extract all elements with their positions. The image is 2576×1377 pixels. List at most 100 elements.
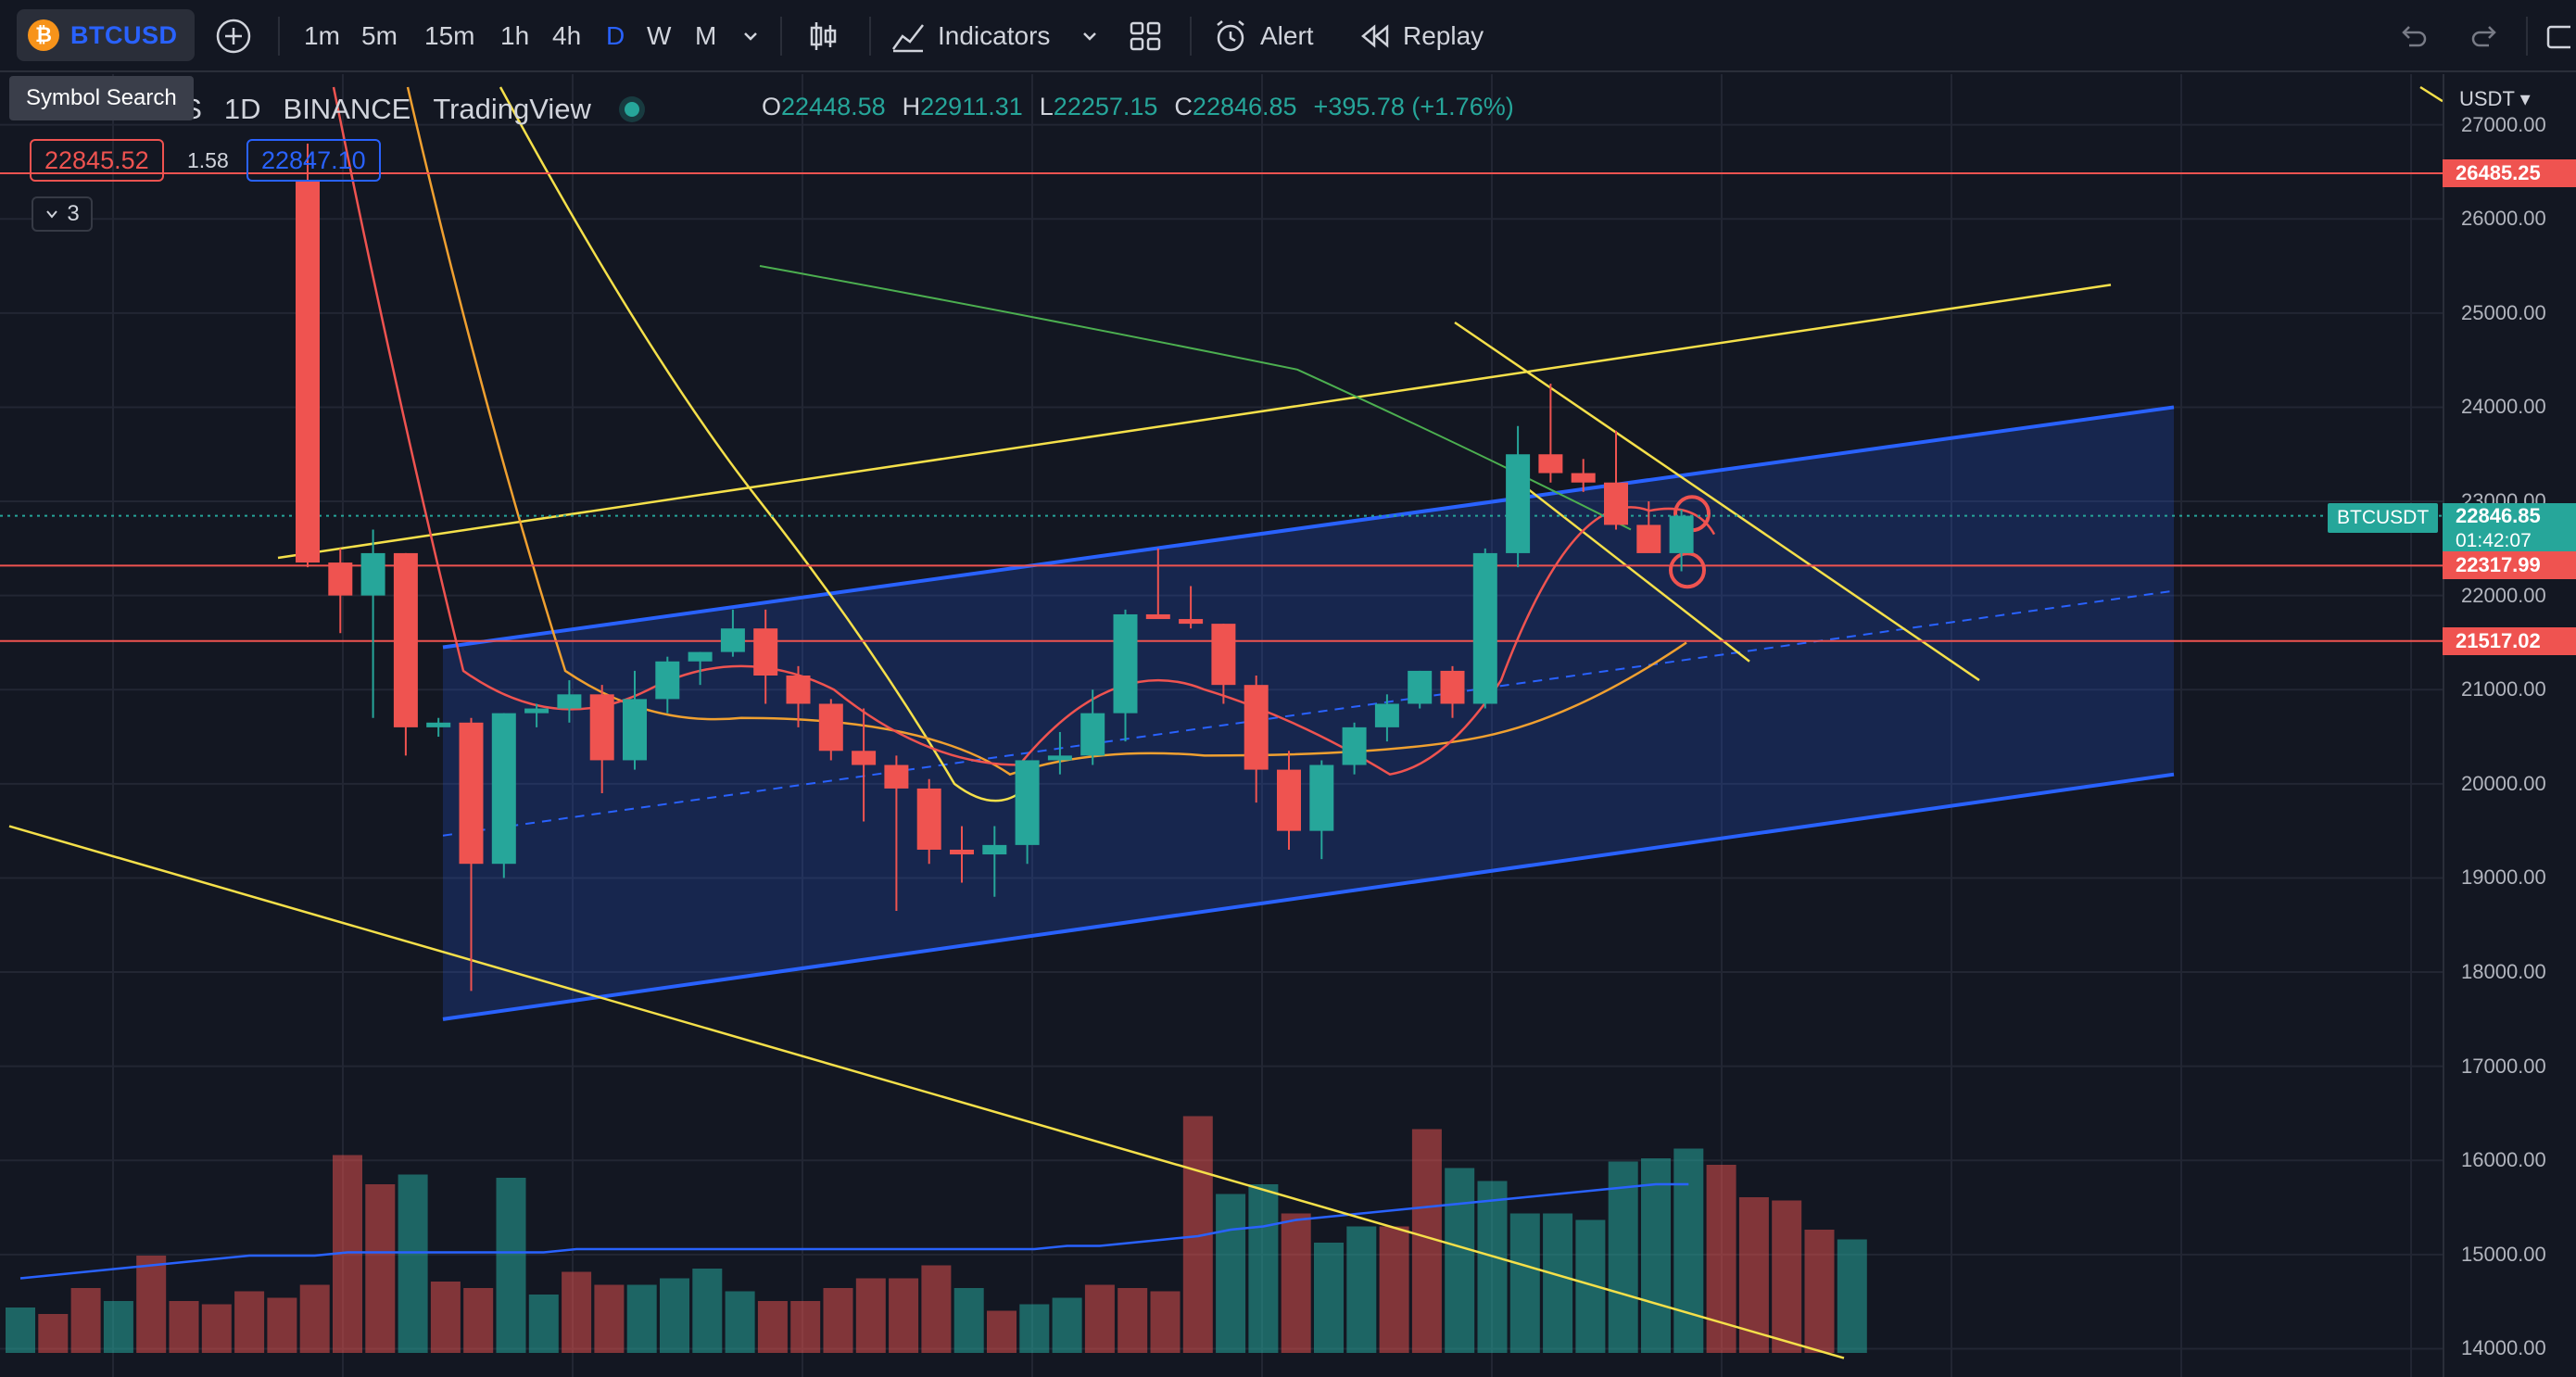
volume-bar xyxy=(528,1295,559,1353)
candle-body xyxy=(720,628,745,652)
chart-pane[interactable] xyxy=(0,74,2443,1377)
price-tick-label: 15000.00 xyxy=(2461,1242,2546,1266)
volume-bar xyxy=(1509,1213,1540,1353)
buy-price-button[interactable]: 22847.10 xyxy=(246,139,381,182)
volume-bar xyxy=(201,1304,232,1353)
interval-5m[interactable]: 5m xyxy=(361,21,398,50)
volume-bar xyxy=(757,1301,788,1353)
candle-body xyxy=(1440,670,1465,704)
interval-1h[interactable]: 1h xyxy=(500,21,530,50)
interval-1m[interactable]: 1m xyxy=(304,21,340,50)
undo-icon xyxy=(2396,19,2430,53)
trendline xyxy=(8,825,1845,1359)
volume-bar xyxy=(987,1310,1017,1353)
alert-button[interactable]: Alert xyxy=(1212,0,1314,72)
volume-bar xyxy=(1673,1148,1704,1353)
candle-body xyxy=(1244,685,1269,770)
price-tick-label: 14000.00 xyxy=(2461,1336,2546,1360)
candle-body xyxy=(491,713,516,865)
bar-countdown: 01:42:07 xyxy=(2456,529,2532,551)
volume-bar xyxy=(1314,1243,1344,1353)
volume-bar xyxy=(234,1291,265,1353)
undo-button[interactable] xyxy=(2396,0,2430,72)
indicators-chart-icon xyxy=(890,18,927,55)
chevron-down-icon xyxy=(739,25,762,47)
candle-body xyxy=(1669,515,1694,553)
compare-symbol-button[interactable] xyxy=(215,0,252,72)
layouts-button[interactable] xyxy=(1127,0,1164,72)
interval-m[interactable]: M xyxy=(695,21,717,50)
price-tick-label: 25000.00 xyxy=(2461,300,2546,324)
volume-bar xyxy=(1084,1284,1115,1353)
volume-bar xyxy=(1543,1213,1573,1353)
spread-value: 1.58 xyxy=(187,148,229,172)
candle-body xyxy=(1145,613,1170,620)
candle-body xyxy=(393,552,418,727)
candle-body xyxy=(589,694,614,761)
volume-bar xyxy=(889,1278,919,1353)
symbol-search-tooltip: Symbol Search xyxy=(9,76,194,120)
price-line-badge[interactable]: 21517.02 xyxy=(2443,626,2576,655)
candle-body xyxy=(1408,670,1433,704)
price-tick-label: 16000.00 xyxy=(2461,1148,2546,1172)
candle-body xyxy=(557,694,582,709)
candle-body xyxy=(1015,760,1040,845)
legend-interval: 1D xyxy=(223,93,261,125)
volume-bar xyxy=(725,1291,755,1353)
volume-bar xyxy=(953,1288,984,1353)
candle-body xyxy=(786,676,811,704)
volume-bar xyxy=(626,1284,657,1353)
interval-15m[interactable]: 15m xyxy=(424,21,475,50)
candle-body xyxy=(328,562,353,596)
volume-bar xyxy=(594,1284,625,1353)
volume-bar xyxy=(496,1178,526,1353)
indicators-button[interactable]: Indicators xyxy=(890,0,1050,72)
interval-w[interactable]: W xyxy=(647,21,672,50)
candle-body xyxy=(916,788,941,850)
indicators-label: Indicators xyxy=(938,21,1051,50)
candle-body xyxy=(982,844,1007,855)
interval-4h[interactable]: 4h xyxy=(552,21,582,50)
current-price: 22846.85 xyxy=(2456,503,2541,527)
grid-layout-icon xyxy=(1127,18,1164,55)
replay-button[interactable]: Replay xyxy=(1358,0,1484,72)
moving-average-line xyxy=(499,86,1020,802)
candle-body xyxy=(1538,454,1563,474)
circle-marker xyxy=(1669,551,1706,589)
indicators-collapse-button[interactable]: 3 xyxy=(32,196,93,232)
volume-bar xyxy=(823,1288,853,1353)
sell-price-button[interactable]: 22845.52 xyxy=(30,139,164,182)
price-tick-label: 20000.00 xyxy=(2461,771,2546,795)
price-chart[interactable] xyxy=(0,74,2443,1377)
redo-button[interactable] xyxy=(2469,0,2502,72)
symbol-search-button[interactable]: ₿ BTCUSD xyxy=(17,9,195,61)
candle-body xyxy=(1472,552,1497,704)
legend-source: TradingView xyxy=(433,93,591,125)
candle-body xyxy=(426,722,451,727)
volume-bar xyxy=(790,1301,821,1353)
fullscreen-button[interactable] xyxy=(2543,0,2570,72)
volume-bar xyxy=(1445,1168,1475,1353)
interval-dropdown-button[interactable] xyxy=(739,0,762,72)
chart-legend: nerUS 1D BINANCE TradingView xyxy=(120,89,639,130)
moving-average-line xyxy=(406,86,1687,777)
market-status-icon[interactable] xyxy=(624,102,639,117)
toolbar-divider xyxy=(2526,17,2528,56)
channel-median-line xyxy=(442,589,2175,837)
alarm-clock-icon xyxy=(1212,18,1249,55)
candle-body xyxy=(1636,524,1661,553)
ohlc-change: +395.78 (+1.76%) xyxy=(1313,93,1514,120)
volume-bar xyxy=(1608,1161,1638,1353)
price-line-badge[interactable]: 22317.99 xyxy=(2443,551,2576,580)
chart-type-button[interactable] xyxy=(804,0,841,72)
candle-body xyxy=(623,699,647,761)
price-line-badge[interactable]: 26485.25 xyxy=(2443,158,2576,187)
channel-upper-line xyxy=(442,405,2175,650)
indicators-dropdown-button[interactable] xyxy=(1079,0,1101,72)
ohlc-values: O22448.58 H22911.31 L22257.15 C22846.85 … xyxy=(762,93,1514,121)
currency-selector[interactable]: USDT ▾ xyxy=(2459,87,2531,110)
volume-bar xyxy=(1837,1239,1867,1353)
interval-d[interactable]: D xyxy=(606,21,625,50)
candle-body xyxy=(1374,703,1399,727)
price-axis[interactable]: USDT ▾ xyxy=(2443,74,2576,1377)
